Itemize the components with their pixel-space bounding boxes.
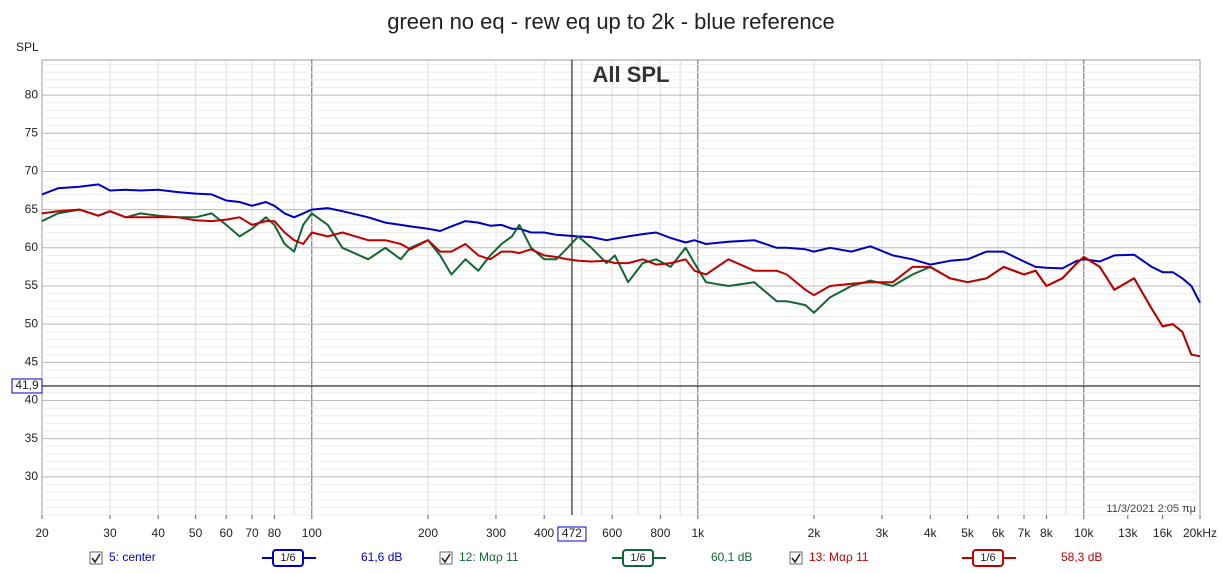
y-tick-label: 40 xyxy=(25,393,39,407)
cursor-x-label: 472 xyxy=(562,526,582,540)
x-tick-label: 20kHz xyxy=(1183,526,1217,540)
y-axis-label: SPL xyxy=(16,40,39,54)
legend-checkbox xyxy=(789,551,803,565)
y-tick-label: 45 xyxy=(25,354,39,368)
legend-smoothing: 1/6 xyxy=(980,552,995,564)
y-tick-label: 50 xyxy=(25,316,39,330)
x-tick-label: 50 xyxy=(189,526,203,540)
x-tick-label: 400 xyxy=(534,526,554,540)
x-tick-label: 80 xyxy=(268,526,282,540)
legend-check xyxy=(91,553,101,564)
x-tick-label: 600 xyxy=(602,526,622,540)
x-tick-label: 70 xyxy=(245,526,259,540)
chart-title: green no eq - rew eq up to 2k - blue ref… xyxy=(387,9,835,34)
x-tick-label: 5k xyxy=(961,526,975,540)
x-tick-label: 300 xyxy=(486,526,506,540)
legend-level: 60,1 dB xyxy=(711,550,752,564)
y-tick-label: 30 xyxy=(25,469,39,483)
x-tick-label: 8k xyxy=(1040,526,1054,540)
cursor-y-box xyxy=(11,378,43,394)
legend-name: 12: Μαρ 11 xyxy=(459,550,519,564)
x-tick-label: 2k xyxy=(808,526,822,540)
x-tick-label: 30 xyxy=(103,526,117,540)
x-tick-label: 1k xyxy=(691,526,705,540)
y-tick-label: 65 xyxy=(25,202,39,216)
y-tick-label: 60 xyxy=(25,240,39,254)
x-tick-label: 16k xyxy=(1153,526,1173,540)
legend-name: 13: Μαρ 11 xyxy=(809,550,869,564)
x-tick-label: 4k xyxy=(924,526,938,540)
legend-name: 5: center xyxy=(109,550,156,564)
legend-checkbox xyxy=(89,551,103,565)
legend-check xyxy=(791,553,801,564)
x-tick-label: 40 xyxy=(152,526,166,540)
y-tick-label: 70 xyxy=(25,164,39,178)
x-tick-label: 13k xyxy=(1118,526,1138,540)
legend-check xyxy=(441,553,451,564)
x-tick-label: 800 xyxy=(650,526,670,540)
x-tick-label: 20 xyxy=(35,526,49,540)
legend-smoothing: 1/6 xyxy=(280,552,295,564)
x-tick-label: 6k xyxy=(992,526,1006,540)
legend-smoothing-box xyxy=(622,549,654,567)
legend-smoothing: 1/6 xyxy=(630,552,645,564)
x-tick-label: 3k xyxy=(876,526,890,540)
series-line xyxy=(41,183,1201,304)
legend-level: 61,6 dB xyxy=(361,550,402,564)
legend-checkbox xyxy=(439,551,453,565)
y-tick-label: 55 xyxy=(25,278,39,292)
plot-subtitle: All SPL xyxy=(592,62,669,87)
legend-smoothing-box xyxy=(272,549,304,567)
y-tick-label: 80 xyxy=(25,87,39,101)
plot-area xyxy=(41,59,1201,516)
x-tick-label: 200 xyxy=(418,526,438,540)
series-line xyxy=(41,208,1201,358)
timestamp: 11/3/2021 2:05 πμ xyxy=(1106,503,1196,515)
cursor-x-box xyxy=(557,526,587,542)
cursor-y-label: 41,9 xyxy=(15,378,39,392)
legend-level: 58,3 dB xyxy=(1061,550,1102,564)
y-tick-label: 75 xyxy=(25,125,39,139)
x-tick-label: 100 xyxy=(302,526,322,540)
x-tick-label: 7k xyxy=(1018,526,1032,540)
x-tick-label: 60 xyxy=(219,526,233,540)
y-tick-label: 35 xyxy=(25,431,39,445)
legend-smoothing-box xyxy=(972,549,1004,567)
x-tick-label: 10k xyxy=(1074,526,1094,540)
